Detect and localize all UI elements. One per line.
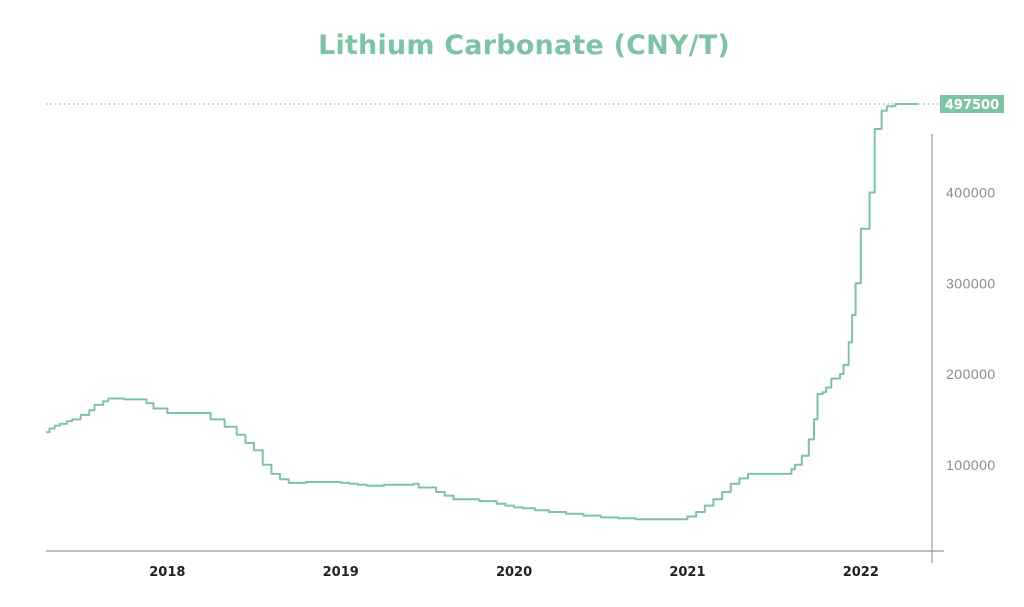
x-tick-label: 2018 — [149, 565, 185, 580]
x-tick-label: 2019 — [323, 565, 359, 580]
last-value-badge-bg — [940, 95, 1004, 113]
y-tick-label: 200000 — [946, 366, 996, 382]
y-tick-label: 300000 — [946, 275, 996, 291]
x-tick-label: 2021 — [669, 565, 705, 580]
y-tick-label: 100000 — [946, 457, 996, 473]
series-line — [46, 103, 918, 521]
last-value-label: 497500 — [945, 98, 999, 113]
x-tick-label: 2022 — [843, 565, 879, 580]
x-tick-label: 2020 — [496, 565, 532, 580]
chart-title: Lithium Carbonate (CNY/T) — [318, 30, 730, 61]
y-tick-label: 400000 — [946, 184, 996, 200]
last-value-badge: 497500 — [940, 95, 1004, 113]
